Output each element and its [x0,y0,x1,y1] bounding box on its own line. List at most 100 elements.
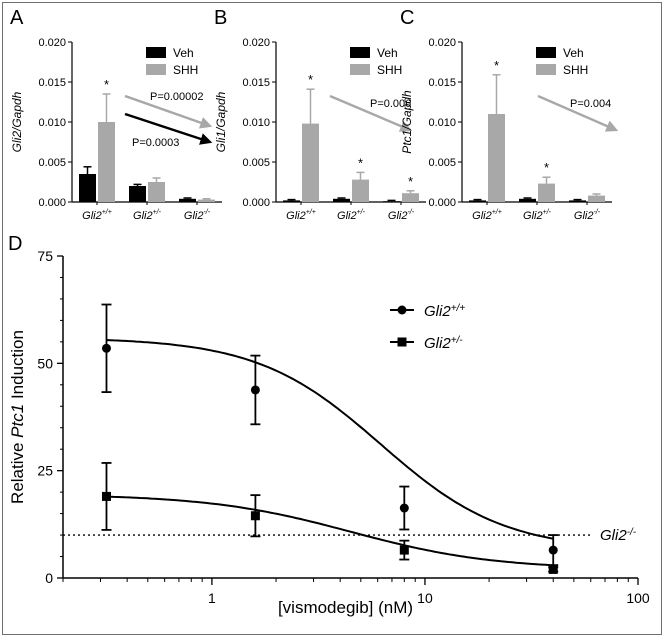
bar-veh [79,174,96,202]
data-point-square [399,545,409,555]
y-tick-label: 0.015 [428,77,456,89]
p-value-label: P=0.006 [370,98,411,110]
significance-star: * [544,160,549,175]
p-value-arrow [537,94,619,132]
significance-star: * [308,72,313,87]
x-tick-label: Gli2+/+ [286,209,316,222]
x-tick-label: 1 [208,590,216,606]
panel-D: D 0 25 50 75 1 10 100 [vismodegib] (nM) Relative … [8,233,650,617]
significance-star: * [358,155,363,170]
legend-swatch-veh [350,47,370,58]
x-axis-label: [vismodegib] (nM) [278,598,413,617]
x-tick-label: 100 [626,590,650,606]
significance-star: * [494,58,499,73]
bar-shh [488,114,505,202]
y-tick-label: 0.020 [38,37,66,49]
legend-label-shh: SHH [173,63,198,77]
data-point-circle [101,343,111,353]
y-axis-label: Gli1/Gapdh [214,91,228,152]
panel-letter-B: B [214,7,227,29]
bar-shh [302,123,319,202]
y-tick-label: 0.010 [242,117,270,129]
bar-shh [198,199,215,202]
y-tick-label: 0.000 [38,197,66,209]
x-tick-label: Gli2-/- [574,209,601,222]
x-tick-label: Gli2-/- [184,209,211,222]
legend-label-veh: Veh [173,46,194,60]
x-tick-label: Gli2+/- [523,209,552,222]
p-value-arrow [124,112,213,145]
y-tick-label: 0.005 [428,157,456,169]
fit-curve [106,339,554,540]
data-point-circle [399,503,409,513]
x-tick-label: Gli2-/- [388,209,415,222]
panel-B: B 0.000 0.005 0.010 0.015 0.020 Gli1/Gapdh Gli2… [214,7,426,222]
legend-label-shh: SHH [377,63,402,77]
legend-swatch-shh [350,64,370,75]
y-axis-label: Ptc1/Gapdh [400,90,414,154]
legend-label-shh: SHH [563,63,588,77]
panel-letter-D: D [8,233,22,255]
y-tick-label: 0.000 [428,197,456,209]
bar-veh [383,201,400,202]
data-point-square [548,564,558,574]
y-tick-label: 0.015 [242,77,270,89]
legend-label: Gli2+/- [424,335,463,352]
legend-swatch-shh [536,64,556,75]
fit-curve [106,495,554,567]
bar-veh [333,198,350,202]
y-tick-label: 0.015 [38,77,66,89]
y-tick-label: 0.000 [242,197,270,209]
reference-line-label: Gli2-/- [600,527,637,544]
bar-shh [538,183,555,202]
data-point-circle [548,545,558,555]
p-value-arrow [124,94,213,129]
bar-veh [469,200,486,202]
legend-label-veh: Veh [377,46,398,60]
legend-swatch-veh [146,47,166,58]
bar-shh [588,195,605,202]
data-point-circle [250,385,260,395]
p-value-arrow [329,94,413,132]
y-tick-label: 0.020 [242,37,270,49]
significance-star: * [104,77,109,92]
p-value-label: P=0.004 [570,98,611,110]
bar-shh [402,193,419,202]
x-tick-label: 10 [417,590,433,606]
y-tick-label: 0.005 [38,157,66,169]
bar-veh [569,200,586,202]
p-value-label: P=0.0003 [132,137,179,149]
bar-veh [519,198,536,202]
panel-letter-C: C [400,7,414,29]
x-tick-label: Gli2+/+ [472,209,502,222]
significance-star: * [408,174,413,189]
bar-veh [283,200,300,202]
data-point-square [101,491,111,501]
bar-shh [352,179,369,202]
x-tick-label: Gli2+/- [337,209,366,222]
y-tick-label: 0.010 [428,117,456,129]
p-value-label: P=0.00002 [150,91,204,103]
legend-marker-square [397,337,407,347]
bar-veh [129,186,146,202]
legend-marker-circle [397,305,407,315]
panel-letter-A: A [10,7,24,29]
x-tick-label: Gli2+/- [133,209,162,222]
y-tick-label: 50 [37,355,53,371]
y-tick-label: 0.005 [242,157,270,169]
bar-shh [98,122,115,202]
legend-label-veh: Veh [563,46,584,60]
legend-swatch-veh [536,47,556,58]
y-axis-label: Relative Ptc1 Induction [8,330,27,504]
panel-C: C 0.000 0.005 0.010 0.015 0.020 Ptc1/Gapdh Gli2… [400,7,619,222]
y-tick-label: 0.020 [428,37,456,49]
data-point-square [250,511,260,521]
legend-label: Gli2+/+ [424,303,465,320]
bar-veh [179,198,196,202]
y-axis-label: Gli2/Gapdh [10,91,24,152]
x-tick-label: Gli2+/+ [82,209,112,222]
y-tick-label: 0.010 [38,117,66,129]
y-tick-label: 25 [37,463,53,479]
